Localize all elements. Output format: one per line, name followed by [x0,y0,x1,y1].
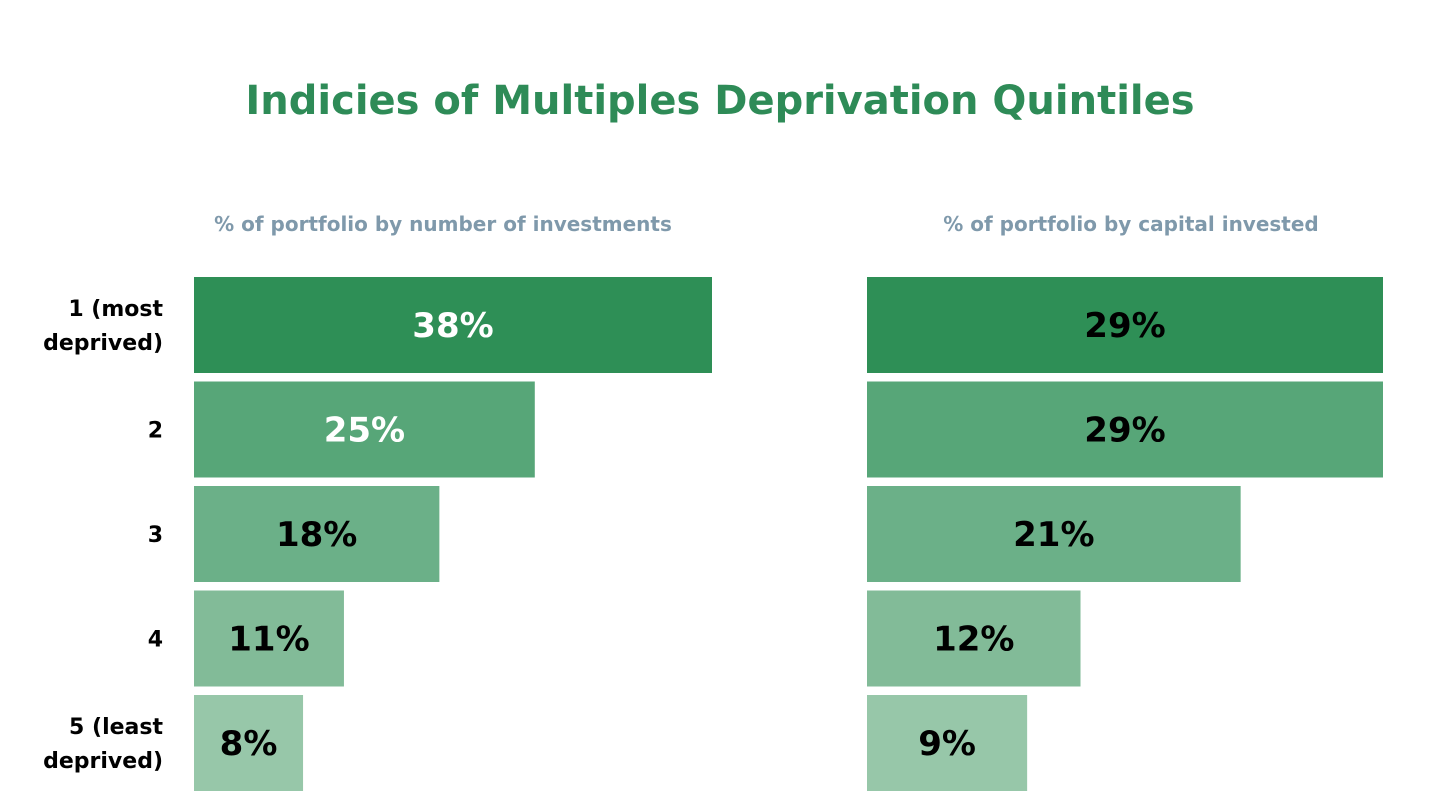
bar-left-5 [194,695,304,791]
bar-left-3 [194,486,440,582]
category-label: 1 (most deprived) [43,297,163,356]
bar-left-1 [194,277,712,373]
category-label: 4 [148,628,163,653]
value-label-right-5: 9% [918,724,976,764]
category-label: 3 [148,523,163,548]
value-label-right-2: 29% [1084,411,1165,451]
bar-right-4 [867,590,1081,687]
bar-right-3 [867,486,1241,582]
value-label-left-3: 18% [276,515,357,555]
value-label-right-3: 21% [1013,515,1094,555]
bar-right-1 [867,277,1383,373]
page-title: Indicies of Multiples Deprivation Quinti… [245,78,1195,124]
bar-left-2 [194,381,535,478]
value-label-left-4: 11% [228,620,309,660]
value-label-left-1: 38% [412,306,493,346]
category-label: 5 (least deprived) [43,715,163,774]
value-label-left-2: 25% [324,411,405,451]
bar-left-4 [194,590,344,687]
value-label-right-4: 12% [933,620,1014,660]
category-label: 2 [148,419,163,444]
chart-title-investments: % of portfolio by number of investments [214,212,672,236]
bar-right-2 [867,381,1383,478]
value-label-left-5: 8% [220,724,278,764]
chart-title-capital: % of portfolio by capital invested [943,212,1319,236]
bar-right-5 [867,695,1028,791]
value-label-right-1: 29% [1084,306,1165,346]
